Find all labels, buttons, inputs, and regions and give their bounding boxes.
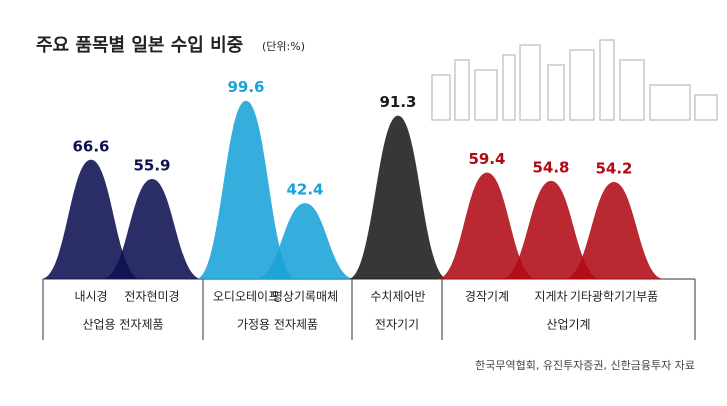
peak [102,178,202,279]
value-label: 55.9 [133,156,170,174]
value-label: 42.4 [286,181,323,199]
peak [501,180,601,279]
group-label: 산업용 전자제품 [82,318,163,332]
category-label: 영상기록매체 [272,290,338,304]
value-label: 54.2 [595,159,632,177]
group-label: 전자기기 [375,318,419,332]
peak [348,115,448,279]
category-label: 내시경 [74,290,107,304]
category-label: 전자현미경 [124,290,179,304]
group-label: 산업기계 [546,318,590,332]
peak [41,159,141,279]
peak [196,100,296,279]
group-label: 가정용 전자제품 [237,318,318,332]
chart-title: 주요 품목별 일본 수입 비중 [36,34,243,56]
value-label: 99.6 [227,78,264,96]
category-label: 수치제어반 [370,290,425,304]
value-label: 59.4 [468,150,505,168]
category-label: 경작기계 [465,290,509,304]
source-note: 한국무역협회, 유진투자증권, 신한금융투자 자료 [475,359,695,372]
category-label: 지게차 [534,290,567,304]
peak [255,203,355,279]
peak [437,172,537,279]
value-label: 54.8 [532,158,569,176]
tools-illustration [431,39,718,121]
chart-subtitle: (단위:%) [262,40,305,53]
peak [564,181,664,279]
category-label: 기타광학기기부품 [570,290,658,304]
value-label: 91.3 [379,93,416,111]
category-label: 오디오테이프 [213,290,279,304]
value-label: 66.6 [72,137,109,155]
